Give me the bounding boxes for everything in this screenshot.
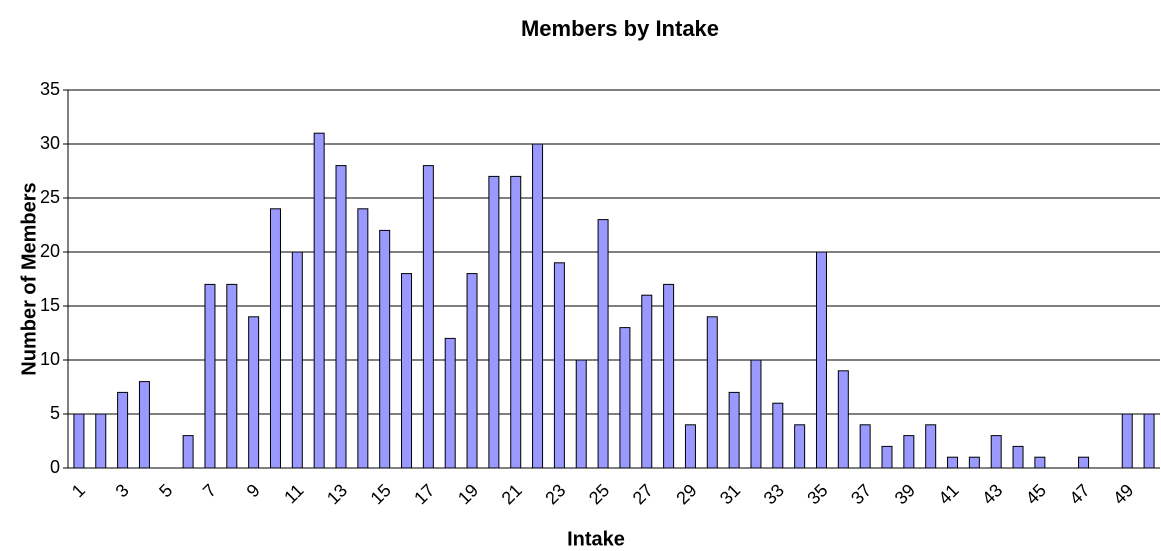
y-tick-label: 30 [40,133,60,153]
x-tick-label: 37 [847,480,875,508]
bar [1121,413,1133,469]
bar [575,359,587,469]
bar [684,424,696,469]
bar [335,165,347,469]
bar [117,391,129,469]
bar [1078,456,1090,469]
y-tick-label: 35 [40,79,60,99]
y-tick-label: 20 [40,241,60,261]
x-tick-label: 21 [498,480,526,508]
bar [881,445,893,469]
bar [619,327,631,469]
y-tick-label: 0 [50,457,60,477]
x-tick-label: 9 [243,480,264,501]
bar [641,294,653,469]
bar [291,251,303,469]
x-tick-label: 11 [280,480,307,507]
x-tick-label: 29 [672,480,700,508]
bar [815,251,827,469]
x-tick-label: 17 [410,480,438,508]
bar [182,435,194,469]
bar [510,175,522,469]
x-tick-label: 15 [367,480,395,508]
bar [95,413,107,469]
x-tick-label: 19 [454,480,482,508]
bar [968,456,980,469]
bar [401,273,413,469]
x-tick-label: 3 [112,480,133,501]
x-axis-label: Intake [567,528,625,550]
x-tick-label: 1 [68,480,89,501]
x-tick-label: 5 [155,480,176,501]
bar [488,175,500,469]
bar [422,165,434,469]
bar [1034,456,1046,469]
bar [269,208,281,469]
x-tick-label: 27 [629,480,657,508]
bar [663,283,675,469]
bar [750,359,762,469]
bar [794,424,806,469]
bar [837,370,849,469]
bar [925,424,937,469]
bar [138,381,150,469]
bar [532,143,544,469]
x-tick-label: 13 [323,480,351,508]
bar [248,316,260,469]
bar [226,283,238,469]
bar [379,229,391,469]
y-axis-label: Number of Members [18,182,40,375]
y-tick-label: 25 [40,187,60,207]
x-tick-label: 7 [199,480,220,501]
bar [1012,445,1024,469]
bar [728,391,740,469]
chart-title: Members by Intake [521,16,719,41]
y-tick-label: 5 [50,403,60,423]
bar [1143,413,1155,469]
bar [357,208,369,469]
y-tick-label: 15 [40,295,60,315]
y-tick-label: 10 [40,349,60,369]
x-tick-label: 23 [541,480,569,508]
x-tick-label: 41 [934,480,962,508]
bar [597,219,609,469]
x-tick-label: 33 [760,480,788,508]
bar [772,402,784,469]
bar [947,456,959,469]
bar [706,316,718,469]
x-tick-label: 45 [1022,480,1050,508]
bar [444,337,456,469]
x-tick-label: 49 [1109,480,1137,508]
bar [73,413,85,469]
x-tick-label: 39 [891,480,919,508]
bar [313,132,325,469]
x-tick-label: 43 [978,480,1006,508]
x-tick-label: 31 [716,480,744,508]
bar [553,262,565,469]
x-tick-label: 35 [803,480,831,508]
bar [990,435,1002,469]
bar [466,273,478,469]
x-tick-label: 47 [1065,480,1093,508]
bar [903,435,915,469]
x-tick-label: 25 [585,480,613,508]
bar [859,424,871,469]
bar [204,283,216,469]
